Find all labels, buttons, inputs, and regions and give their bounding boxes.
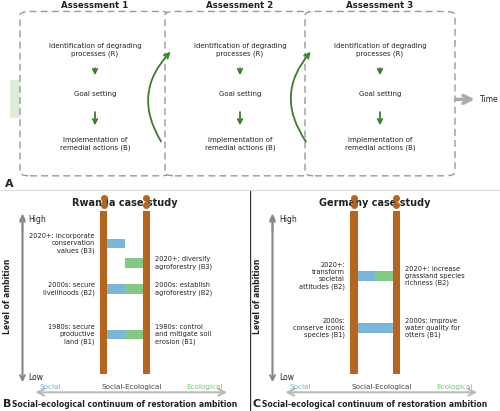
Bar xyxy=(375,323,392,332)
Text: Low: Low xyxy=(28,374,44,382)
Text: Implementation of
remedial actions (B): Implementation of remedial actions (B) xyxy=(344,137,416,151)
Text: Low: Low xyxy=(279,374,294,382)
Bar xyxy=(10,80,450,118)
Text: Identification of degrading
processes (R): Identification of degrading processes (R… xyxy=(48,43,142,57)
Text: 2000s: improve
water quality for
otters (B1): 2000s: improve water quality for otters … xyxy=(405,318,460,338)
Text: Goal setting: Goal setting xyxy=(219,91,261,97)
Text: Social-Ecological: Social-Ecological xyxy=(101,384,162,390)
Text: High: High xyxy=(279,215,296,224)
Text: B: B xyxy=(2,399,11,409)
Text: 1980s: secure
productive
land (B1): 1980s: secure productive land (B1) xyxy=(48,324,95,345)
Text: Level of ambition: Level of ambition xyxy=(3,259,12,334)
Bar xyxy=(100,211,108,374)
Text: 2000s: secure
livelihoods (B2): 2000s: secure livelihoods (B2) xyxy=(43,282,95,296)
Bar xyxy=(358,271,375,281)
Text: Assessment 3: Assessment 3 xyxy=(346,0,414,9)
Text: Identification of degrading
processes (R): Identification of degrading processes (R… xyxy=(334,43,426,57)
Bar xyxy=(375,271,392,281)
Text: Time: Time xyxy=(480,95,498,104)
Text: High: High xyxy=(28,215,46,224)
Bar xyxy=(108,330,125,339)
Bar xyxy=(125,259,142,268)
Text: Social-ecological continuum of restoration ambition: Social-ecological continuum of restorati… xyxy=(12,400,237,409)
Bar xyxy=(125,330,142,339)
Text: Social-Ecological: Social-Ecological xyxy=(351,384,412,390)
Text: Germany case study: Germany case study xyxy=(320,198,431,208)
Text: C: C xyxy=(252,399,260,409)
Text: 1980s: control
and mitigate soil
erosion (B1): 1980s: control and mitigate soil erosion… xyxy=(155,324,211,345)
Text: Assessment 2: Assessment 2 xyxy=(206,0,274,9)
Text: Goal setting: Goal setting xyxy=(359,91,401,97)
Text: Social: Social xyxy=(290,384,312,390)
FancyBboxPatch shape xyxy=(305,12,455,176)
Text: Assessment 1: Assessment 1 xyxy=(62,0,128,9)
Bar xyxy=(125,284,142,293)
Text: Implementation of
remedial actions (B): Implementation of remedial actions (B) xyxy=(60,137,130,151)
Text: Social-ecological continuum of restoration ambition: Social-ecological continuum of restorati… xyxy=(262,400,488,409)
Text: Ecological: Ecological xyxy=(436,384,472,390)
Text: 2020+: incorporate
conservation
values (B3): 2020+: incorporate conservation values (… xyxy=(30,233,95,254)
Text: 2000s:
conserve iconic
species (B1): 2000s: conserve iconic species (B1) xyxy=(293,318,345,338)
Text: Level of ambition: Level of ambition xyxy=(253,259,262,334)
Bar xyxy=(142,211,150,374)
Text: Ecological: Ecological xyxy=(186,384,222,390)
Text: 2000s: establish
agroforestry (B2): 2000s: establish agroforestry (B2) xyxy=(155,282,212,296)
Bar xyxy=(108,239,125,248)
Text: Rwanda case study: Rwanda case study xyxy=(72,198,178,208)
Text: A: A xyxy=(5,179,14,189)
Bar xyxy=(392,211,400,374)
Text: Identification of degrading
processes (R): Identification of degrading processes (R… xyxy=(194,43,286,57)
Text: Social: Social xyxy=(40,384,62,390)
Text: 2020+: diversify
agroforestry (B3): 2020+: diversify agroforestry (B3) xyxy=(155,256,212,270)
Text: Goal setting: Goal setting xyxy=(74,91,116,97)
Text: 2020+: increase
grassland species
richness (B2): 2020+: increase grassland species richne… xyxy=(405,266,465,286)
Bar xyxy=(358,323,375,332)
Text: 2020+:
transform
societal
attitudes (B2): 2020+: transform societal attitudes (B2) xyxy=(299,262,345,290)
FancyBboxPatch shape xyxy=(165,12,315,176)
FancyBboxPatch shape xyxy=(20,12,170,176)
Bar xyxy=(350,211,358,374)
Bar xyxy=(108,284,125,293)
Text: Implementation of
remedial actions (B): Implementation of remedial actions (B) xyxy=(204,137,276,151)
